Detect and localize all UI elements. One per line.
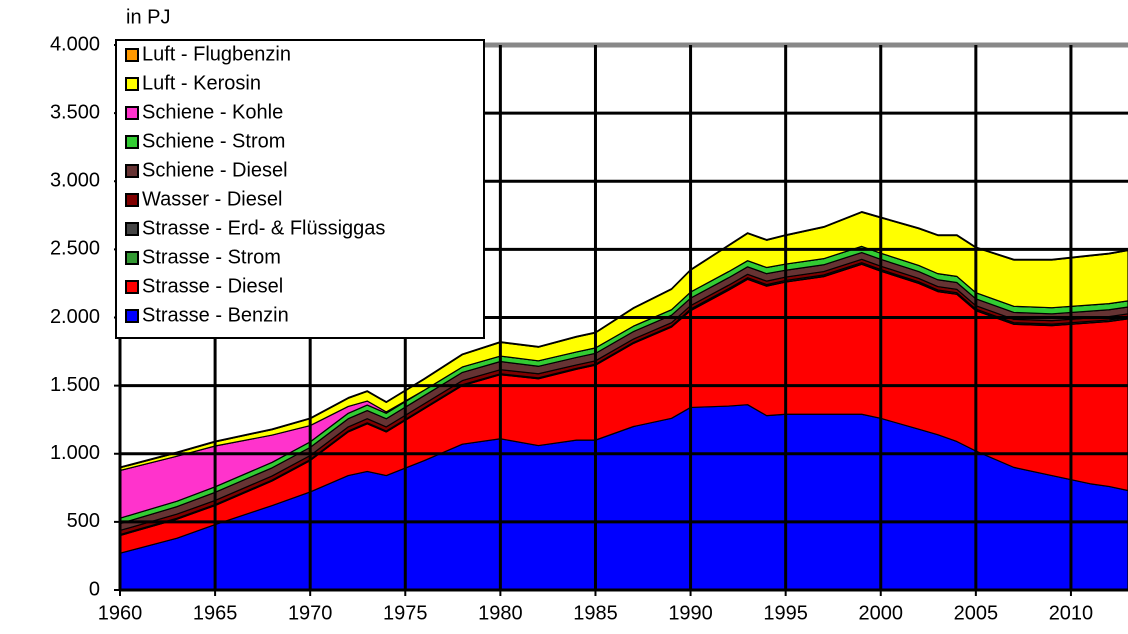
legend-swatch [125, 193, 139, 207]
x-tick-label: 1965 [193, 602, 238, 624]
legend-label: Schiene - Strom [142, 130, 285, 152]
legend-swatch [125, 106, 139, 120]
legend-label: Wasser - Diesel [142, 188, 282, 210]
legend-label: Schiene - Diesel [142, 159, 288, 181]
y-tick-label: 0 [89, 578, 100, 600]
y-tick-label: 3.000 [50, 170, 100, 192]
legend-label: Schiene - Kohle [142, 101, 283, 123]
legend-swatch [125, 222, 139, 236]
x-tick-label: 2010 [1049, 602, 1094, 624]
x-tick-label: 1990 [668, 602, 713, 624]
legend-label: Luft - Kerosin [142, 72, 261, 94]
legend-swatch [125, 48, 139, 62]
y-tick-label: 2.500 [50, 238, 100, 260]
legend-label: Strasse - Strom [142, 246, 281, 268]
y-tick-label: 1.000 [50, 442, 100, 464]
legend-swatch [125, 251, 139, 265]
x-tick-label: 1980 [478, 602, 523, 624]
legend-swatch [125, 135, 139, 149]
y-tick-label: 500 [67, 510, 100, 532]
y-tick-label: 3.500 [50, 101, 100, 123]
x-tick-label: 1995 [763, 602, 808, 624]
legend-swatch [125, 77, 139, 91]
y-axis-label: in PJ [126, 6, 170, 28]
legend: Luft - Flugbenzin Luft - Kerosin Schiene -… [115, 39, 485, 339]
legend-label: Strasse - Diesel [142, 275, 283, 297]
x-tick-label: 1975 [383, 602, 428, 624]
legend-swatch [125, 280, 139, 294]
legend-swatch [125, 309, 139, 323]
x-tick-label: 2005 [954, 602, 999, 624]
legend-label: Strasse - Erd- & Flüssiggas [142, 217, 385, 239]
legend-swatch [125, 164, 139, 178]
legend-label: Strasse - Benzin [142, 304, 289, 326]
x-tick-label: 1970 [288, 602, 333, 624]
x-tick-label: 2000 [859, 602, 904, 624]
y-tick-label: 2.000 [50, 306, 100, 328]
x-tick-label: 1985 [573, 602, 618, 624]
y-tick-label: 1.500 [50, 374, 100, 396]
legend-box [115, 39, 485, 339]
legend-label: Luft - Flugbenzin [142, 43, 291, 65]
x-tick-label: 1960 [98, 602, 143, 624]
y-tick-label: 4.000 [50, 33, 100, 55]
